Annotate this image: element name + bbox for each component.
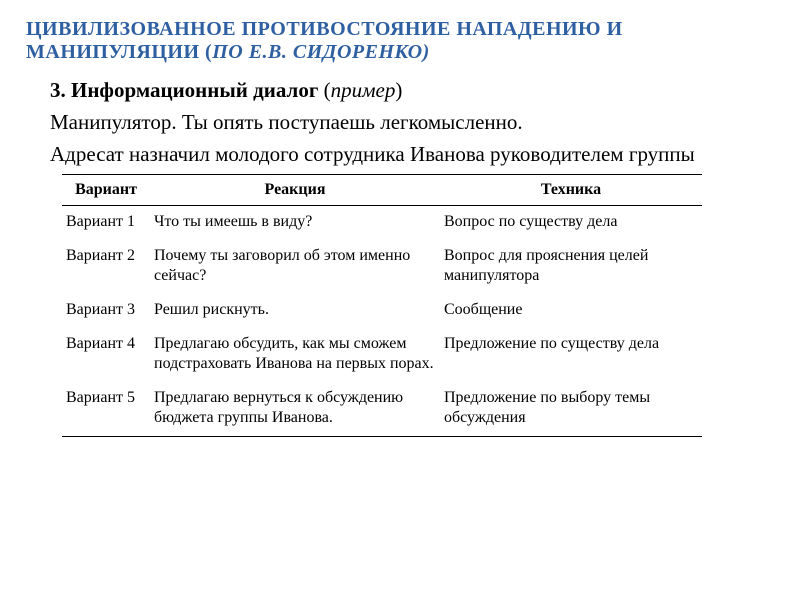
col-variant: Вариант [62, 174, 150, 205]
cell-technique: Вопрос по существу дела [440, 205, 702, 240]
paren-open: ( [324, 78, 331, 102]
cell-variant: Вариант 5 [62, 382, 150, 437]
body-line-1: Манипулятор. Ты опять поступаешь легкомы… [50, 109, 774, 135]
cell-variant: Вариант 1 [62, 205, 150, 240]
cell-reaction: Предлагаю вернуться к обсуждению бюджета… [150, 382, 440, 437]
cell-variant: Вариант 3 [62, 294, 150, 328]
section-heading: 3. Информационный диалог (пример) [50, 78, 774, 103]
cell-technique: Предложение по существу дела [440, 328, 702, 382]
section-number: 3. [50, 78, 71, 102]
cell-technique: Вопрос для прояснения целей манипулятора [440, 240, 702, 294]
table-header-row: Вариант Реакция Техника [62, 174, 702, 205]
body-line-2: Адресат назначил молодого сотрудника Ива… [50, 141, 774, 167]
slide-title: ЦИВИЛИЗОВАННОЕ ПРОТИВОСТОЯНИЕ НАПАДЕНИЮ … [26, 18, 774, 64]
cell-technique: Сообщение [440, 294, 702, 328]
cell-reaction: Предлагаю обсудить, как мы сможем подстр… [150, 328, 440, 382]
table-row: Вариант 5 Предлагаю вернуться к обсужден… [62, 382, 702, 437]
table-row: Вариант 3 Решил рискнуть. Сообщение [62, 294, 702, 328]
cell-reaction: Что ты имеешь в виду? [150, 205, 440, 240]
section-title: Информационный диалог [71, 78, 324, 102]
slide: ЦИВИЛИЗОВАННОЕ ПРОТИВОСТОЯНИЕ НАПАДЕНИЮ … [0, 0, 800, 600]
title-italic-part: по Е.В. Сидоренко) [212, 41, 430, 63]
col-technique: Техника [440, 174, 702, 205]
cell-reaction: Решил рискнуть. [150, 294, 440, 328]
table-row: Вариант 4 Предлагаю обсудить, как мы смо… [62, 328, 702, 382]
cell-technique: Предложение по выбору темы обсуждения [440, 382, 702, 437]
col-reaction: Реакция [150, 174, 440, 205]
paren-close: ) [395, 78, 402, 102]
variants-table: Вариант Реакция Техника Вариант 1 Что ты… [62, 174, 702, 437]
cell-variant: Вариант 2 [62, 240, 150, 294]
cell-reaction: Почему ты заговорил об этом именно сейча… [150, 240, 440, 294]
table-row: Вариант 2 Почему ты заговорил об этом им… [62, 240, 702, 294]
section-example-label: пример [331, 78, 396, 102]
cell-variant: Вариант 4 [62, 328, 150, 382]
table-row: Вариант 1 Что ты имеешь в виду? Вопрос п… [62, 205, 702, 240]
